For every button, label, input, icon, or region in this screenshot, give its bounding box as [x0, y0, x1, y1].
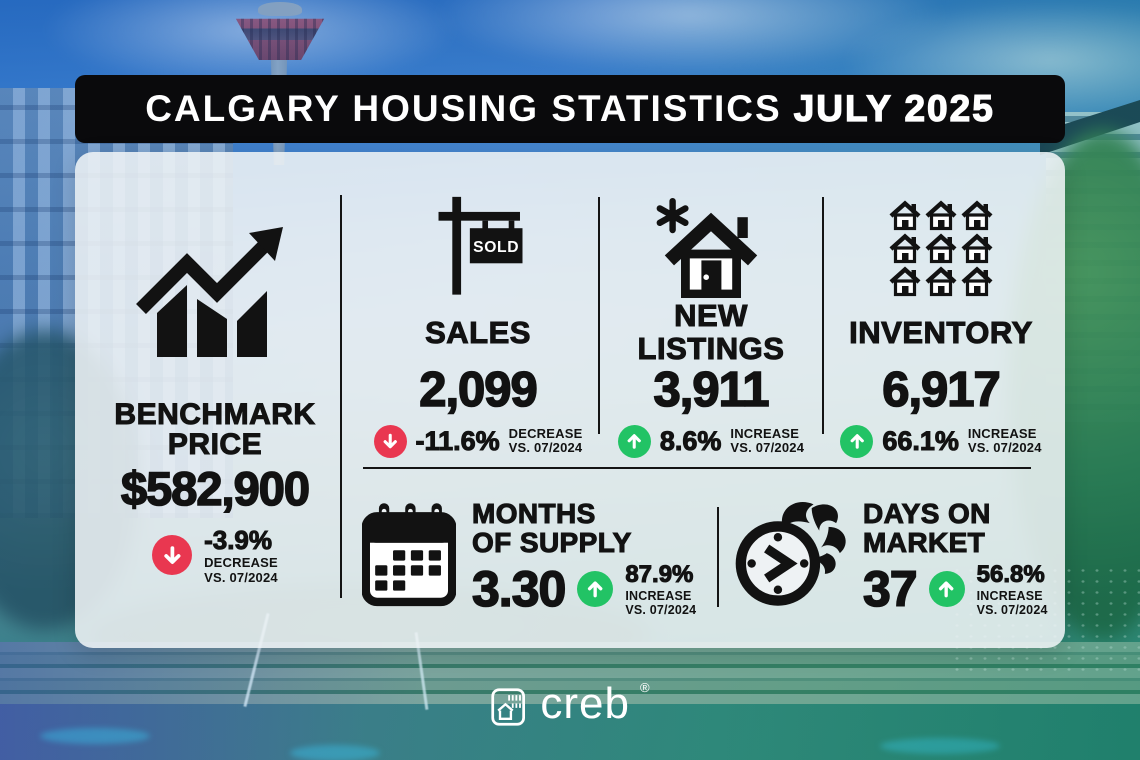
stat-change: -3.9% DECREASE VS. 07/2024	[152, 525, 278, 585]
stat-label: INVENTORY	[849, 314, 1033, 350]
arrow-down-circle-icon	[373, 424, 407, 458]
change-pct: 87.9%	[625, 561, 694, 589]
water-highlight	[290, 745, 380, 760]
stat-inventory: INVENTORY 6,917 66.1% INCREASE VS. 07/20…	[830, 194, 1052, 458]
clock-flame-icon	[731, 500, 853, 617]
change-pct: -11.6%	[415, 425, 500, 456]
stat-days-on-market: DAYS ON MARKET 37 56.8% INCREASE VS. 07/…	[731, 498, 1057, 618]
stat-new-listings: NEW LISTINGS 3,911 8.6% INCREASE VS. 07/…	[602, 194, 820, 458]
arrow-up-circle-icon	[577, 571, 614, 608]
stat-value: 2,099	[418, 363, 538, 417]
stat-change: -11.6% DECREASE VS. 07/2024	[373, 424, 583, 458]
stat-change: 56.8% INCREASE VS. 07/2024	[976, 561, 1048, 618]
creb-logo-icon	[491, 688, 526, 726]
divider	[717, 507, 719, 607]
stats-panel: BENCHMARK PRICE $582,900 -3.9% DECREASE …	[75, 152, 1065, 648]
stat-value-row: 3.30 87.9% INCREASE VS. 07/2024	[471, 560, 697, 618]
title-period: JULY 2025	[793, 87, 995, 129]
new-listing-house-icon	[650, 194, 772, 298]
bar-chart-trend-icon	[135, 220, 295, 360]
change-desc: INCREASE VS. 07/2024	[625, 589, 697, 618]
divider	[363, 467, 1031, 469]
stat-value: $582,900	[120, 462, 311, 515]
change-desc: INCREASE VS. 07/2024	[967, 425, 1042, 456]
change-desc: INCREASE VS. 07/2024	[730, 425, 805, 456]
arrow-up-circle-icon	[840, 424, 874, 458]
stat-value: 6,917	[881, 363, 1001, 417]
divider	[822, 197, 824, 434]
sold-sign-icon: SOLD	[431, 194, 525, 298]
calgary-tower-dome	[258, 2, 302, 16]
change-pct: -3.9%	[204, 525, 273, 556]
arrow-up-circle-icon	[928, 571, 965, 608]
title-banner: CALGARY HOUSING STATISTICS JULY 2025	[75, 75, 1065, 143]
svg-text:SOLD: SOLD	[473, 239, 519, 256]
change-pct: 56.8%	[976, 561, 1045, 589]
registered-mark: ®	[640, 680, 650, 695]
stat-value: 3,911	[653, 363, 771, 417]
divider	[598, 197, 600, 434]
arrow-down-circle-icon	[152, 535, 193, 576]
title-text: CALGARY HOUSING STATISTICS	[145, 88, 782, 129]
stat-change: 8.6% INCREASE VS. 07/2024	[617, 424, 805, 458]
stat-label: MONTHS OF SUPPLY	[471, 498, 632, 558]
stat-benchmark-price: BENCHMARK PRICE $582,900 -3.9% DECREASE …	[87, 208, 343, 585]
change-pct: 66.1%	[882, 425, 960, 456]
stat-value: 3.30	[471, 560, 567, 617]
creb-logo: creb ®	[0, 678, 1140, 730]
stat-label: BENCHMARK PRICE	[114, 398, 316, 461]
stat-value: 37	[862, 560, 918, 617]
water-highlight	[40, 728, 150, 744]
water-highlight	[880, 738, 1000, 754]
stat-label: DAYS ON MARKET	[862, 498, 991, 558]
divider	[340, 195, 342, 598]
stat-change: 66.1% INCREASE VS. 07/2024	[840, 424, 1042, 458]
change-desc: DECREASE VS. 07/2024	[204, 555, 278, 585]
change-desc: DECREASE VS. 07/2024	[508, 425, 583, 456]
brand-name: creb	[540, 679, 630, 728]
arrow-up-circle-icon	[617, 424, 651, 458]
change-pct: 8.6%	[659, 425, 722, 456]
houses-grid-icon	[888, 194, 994, 298]
stat-value-row: 37 56.8% INCREASE VS. 07/2024	[862, 560, 1048, 618]
stat-sales: SOLD SALES 2,099 -11.6% DECREASE VS. 07/…	[358, 194, 598, 458]
stat-label: SALES	[425, 314, 531, 350]
calendar-icon	[361, 500, 457, 617]
change-desc: INCREASE VS. 07/2024	[976, 589, 1048, 618]
stat-months-of-supply: MONTHS OF SUPPLY 3.30 87.9% INCREASE VS.…	[361, 498, 710, 618]
stat-label: NEW LISTINGS	[637, 298, 785, 366]
stat-change: 87.9% INCREASE VS. 07/2024	[625, 561, 697, 618]
